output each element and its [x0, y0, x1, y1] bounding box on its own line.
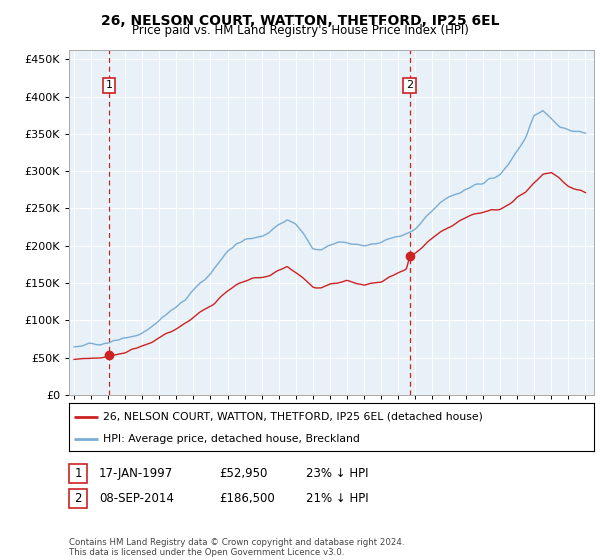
Text: £52,950: £52,950 — [219, 466, 268, 480]
Text: 17-JAN-1997: 17-JAN-1997 — [99, 466, 173, 480]
Text: 2: 2 — [74, 492, 82, 505]
Text: Contains HM Land Registry data © Crown copyright and database right 2024.
This d: Contains HM Land Registry data © Crown c… — [69, 538, 404, 557]
Text: HPI: Average price, detached house, Breckland: HPI: Average price, detached house, Brec… — [103, 434, 360, 444]
Text: 1: 1 — [74, 466, 82, 480]
Text: 1: 1 — [106, 81, 112, 90]
Text: 2: 2 — [406, 81, 413, 90]
Text: 21% ↓ HPI: 21% ↓ HPI — [306, 492, 368, 505]
Text: 23% ↓ HPI: 23% ↓ HPI — [306, 466, 368, 480]
Text: £186,500: £186,500 — [219, 492, 275, 505]
Text: 08-SEP-2014: 08-SEP-2014 — [99, 492, 174, 505]
Text: 26, NELSON COURT, WATTON, THETFORD, IP25 6EL: 26, NELSON COURT, WATTON, THETFORD, IP25… — [101, 14, 499, 28]
Text: 26, NELSON COURT, WATTON, THETFORD, IP25 6EL (detached house): 26, NELSON COURT, WATTON, THETFORD, IP25… — [103, 412, 483, 422]
Text: Price paid vs. HM Land Registry's House Price Index (HPI): Price paid vs. HM Land Registry's House … — [131, 24, 469, 37]
